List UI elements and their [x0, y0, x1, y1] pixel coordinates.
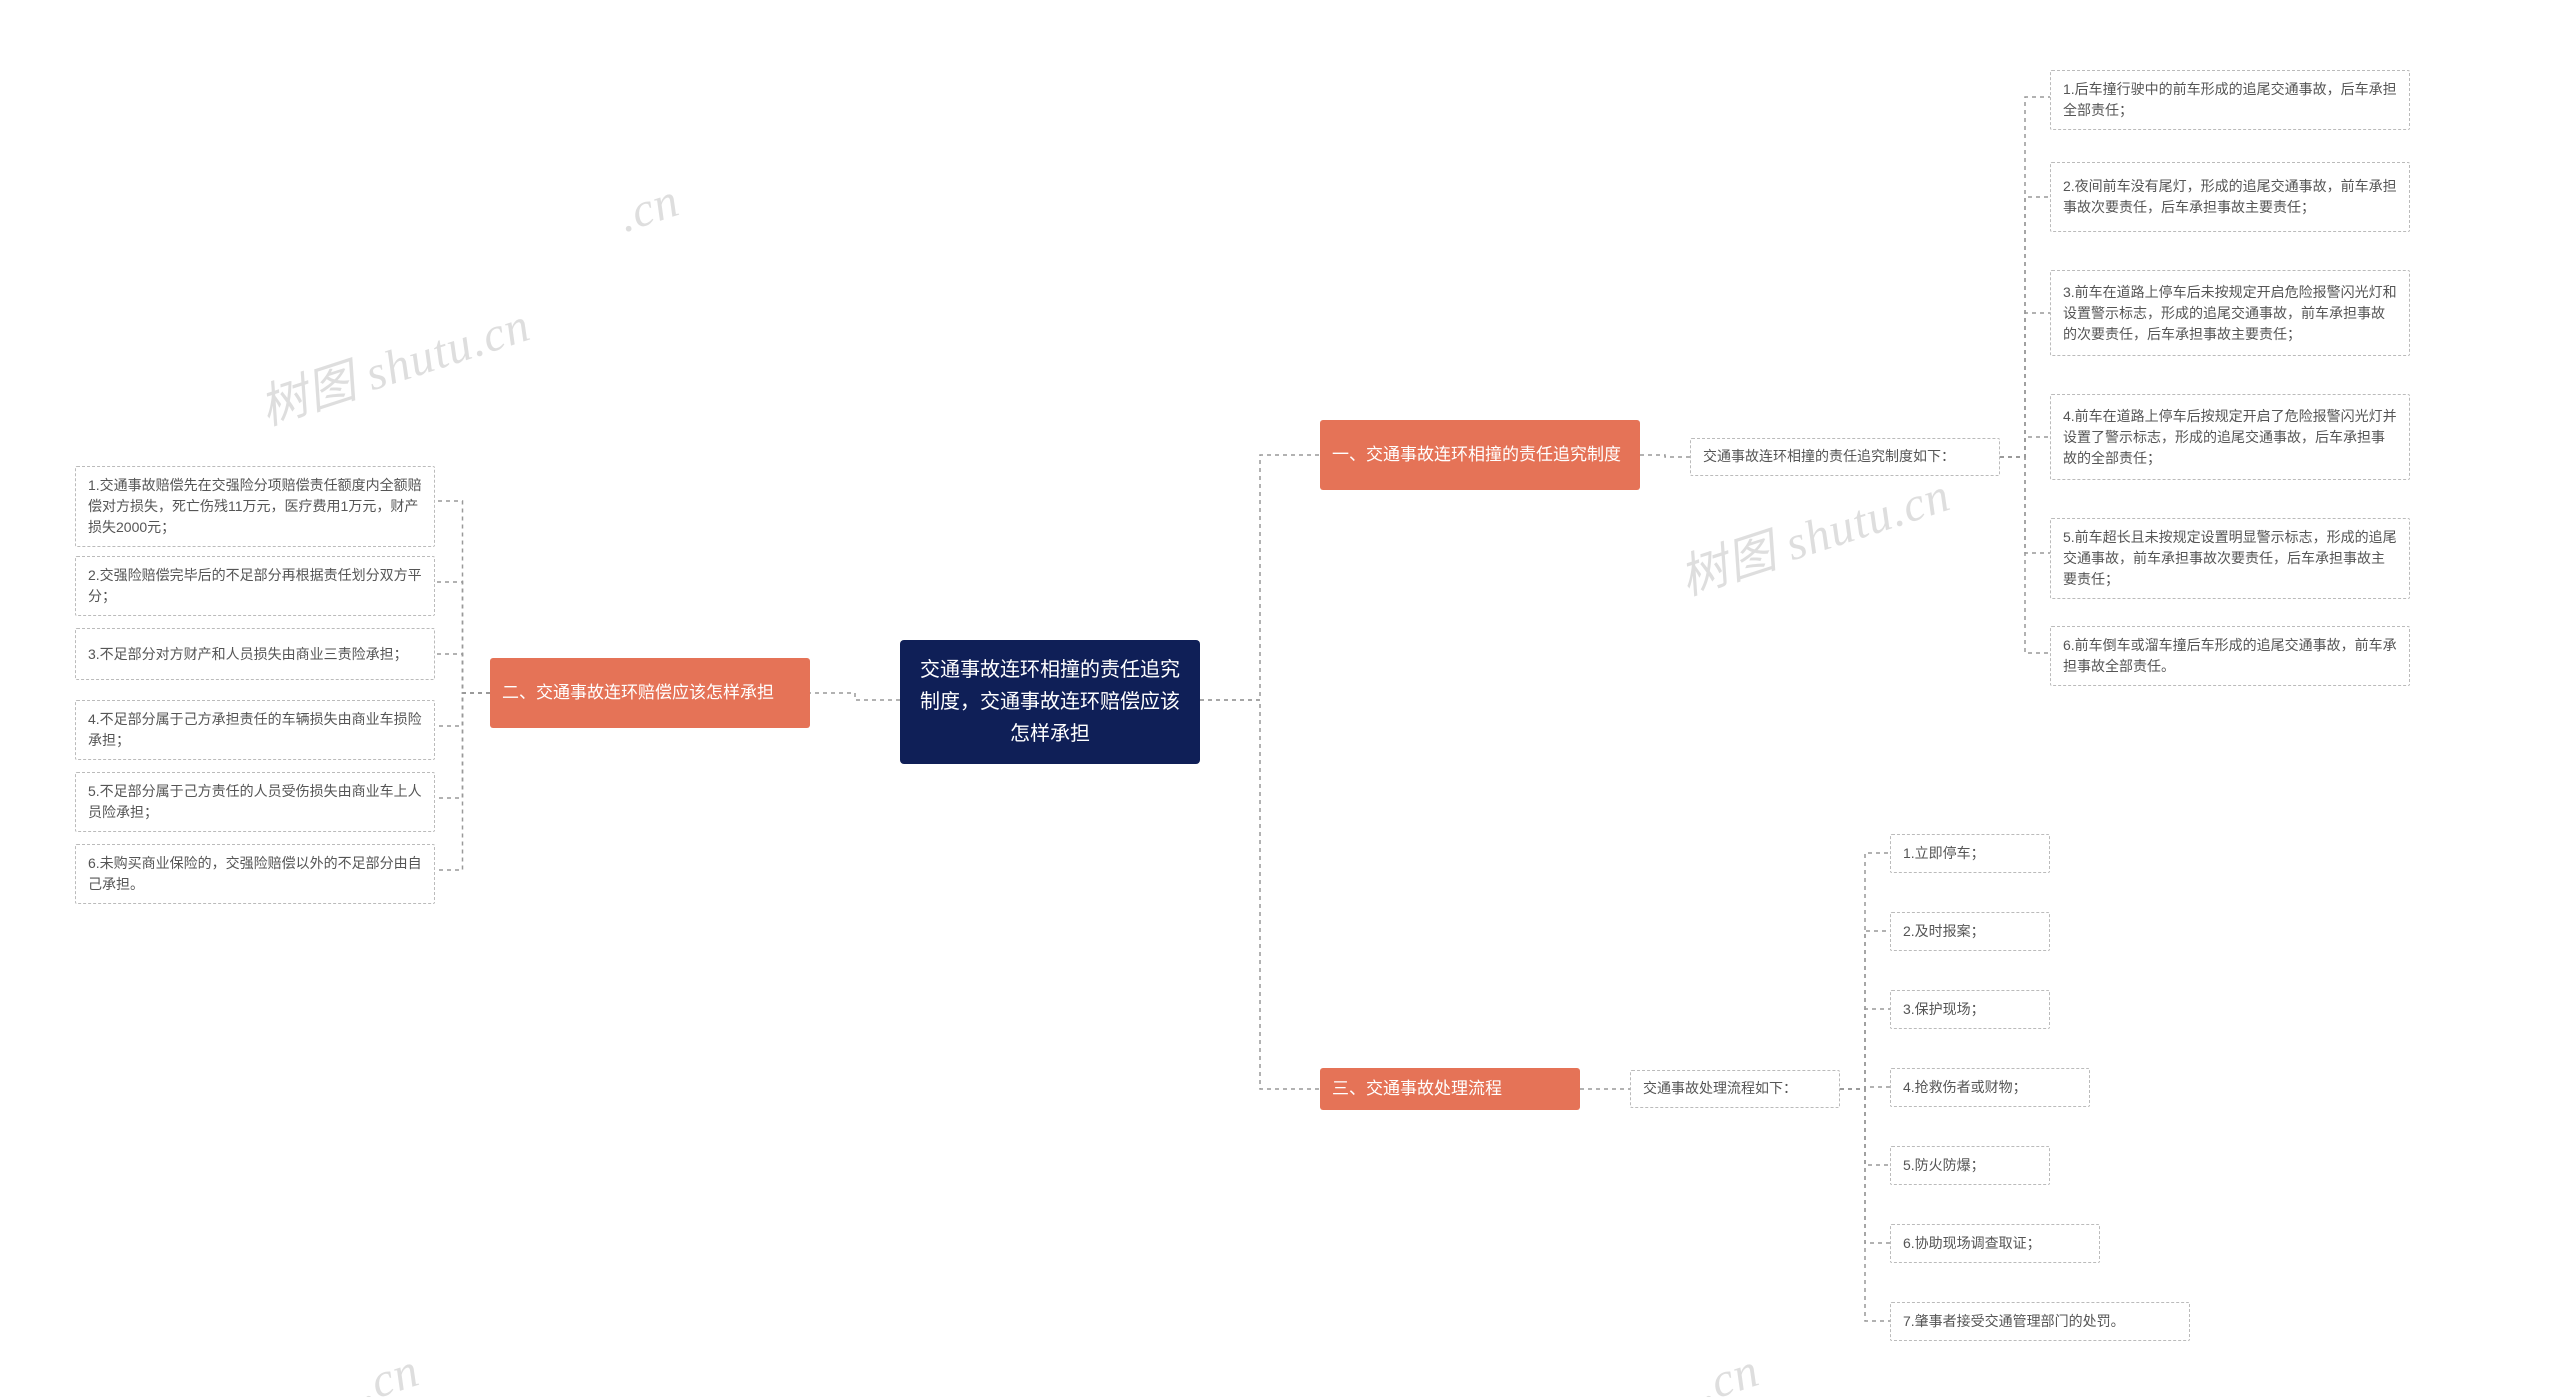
leaf-node[interactable]: 3.前车在道路上停车后未按规定开启危险报警闪光灯和设置警示标志，形成的追尾交通事…: [2050, 270, 2410, 356]
leaf-node[interactable]: 7.肇事者接受交通管理部门的处罚。: [1890, 1302, 2190, 1341]
leaf-node[interactable]: 4.不足部分属于己方承担责任的车辆损失由商业车损险承担；: [75, 700, 435, 760]
leaf-node[interactable]: 2.交强险赔偿完毕后的不足部分再根据责任划分双方平分；: [75, 556, 435, 616]
branch-node-1[interactable]: 一、交通事故连环相撞的责任追究制度: [1320, 420, 1640, 490]
leaf-node[interactable]: 5.前车超长且未按规定设置明显警示标志，形成的追尾交通事故，前车承担事故次要责任…: [2050, 518, 2410, 599]
watermark: .cn: [352, 1343, 426, 1397]
leaf-node[interactable]: 5.防火防爆；: [1890, 1146, 2050, 1185]
mindmap-canvas: 树图 shutu.cn 树图 shutu.cn .cn .cn .cn 交通事故…: [0, 0, 2560, 1397]
leaf-node[interactable]: 3.不足部分对方财产和人员损失由商业三责险承担；: [75, 628, 435, 680]
sub-node-3[interactable]: 交通事故处理流程如下：: [1630, 1070, 1840, 1108]
leaf-node[interactable]: 2.夜间前车没有尾灯，形成的追尾交通事故，前车承担事故次要责任，后车承担事故主要…: [2050, 162, 2410, 232]
watermark: .cn: [612, 173, 686, 244]
leaf-node[interactable]: 5.不足部分属于己方责任的人员受伤损失由商业车上人员险承担；: [75, 772, 435, 832]
leaf-node[interactable]: 1.后车撞行驶中的前车形成的追尾交通事故，后车承担全部责任；: [2050, 70, 2410, 130]
leaf-node[interactable]: 1.交通事故赔偿先在交强险分项赔偿责任额度内全额赔偿对方损失，死亡伤残11万元，…: [75, 466, 435, 547]
leaf-node[interactable]: 1.立即停车；: [1890, 834, 2050, 873]
watermark: 树图 shutu.cn: [1669, 455, 1957, 608]
sub-node-1[interactable]: 交通事故连环相撞的责任追究制度如下：: [1690, 438, 2000, 476]
root-node[interactable]: 交通事故连环相撞的责任追究制度，交通事故连环赔偿应该怎样承担: [900, 640, 1200, 764]
leaf-node[interactable]: 4.前车在道路上停车后按规定开启了危险报警闪光灯并设置了警示标志，形成的追尾交通…: [2050, 394, 2410, 480]
leaf-node[interactable]: 6.协助现场调查取证；: [1890, 1224, 2100, 1263]
leaf-node[interactable]: 4.抢救伤者或财物；: [1890, 1068, 2090, 1107]
branch-node-3[interactable]: 三、交通事故处理流程: [1320, 1068, 1580, 1110]
branch-node-2[interactable]: 二、交通事故连环赔偿应该怎样承担: [490, 658, 810, 728]
leaf-node[interactable]: 6.未购买商业保险的，交强险赔偿以外的不足部分由自己承担。: [75, 844, 435, 904]
leaf-node[interactable]: 6.前车倒车或溜车撞后车形成的追尾交通事故，前车承担事故全部责任。: [2050, 626, 2410, 686]
watermark: .cn: [1692, 1343, 1766, 1397]
leaf-node[interactable]: 3.保护现场；: [1890, 990, 2050, 1029]
watermark: 树图 shutu.cn: [249, 285, 537, 438]
leaf-node[interactable]: 2.及时报案；: [1890, 912, 2050, 951]
